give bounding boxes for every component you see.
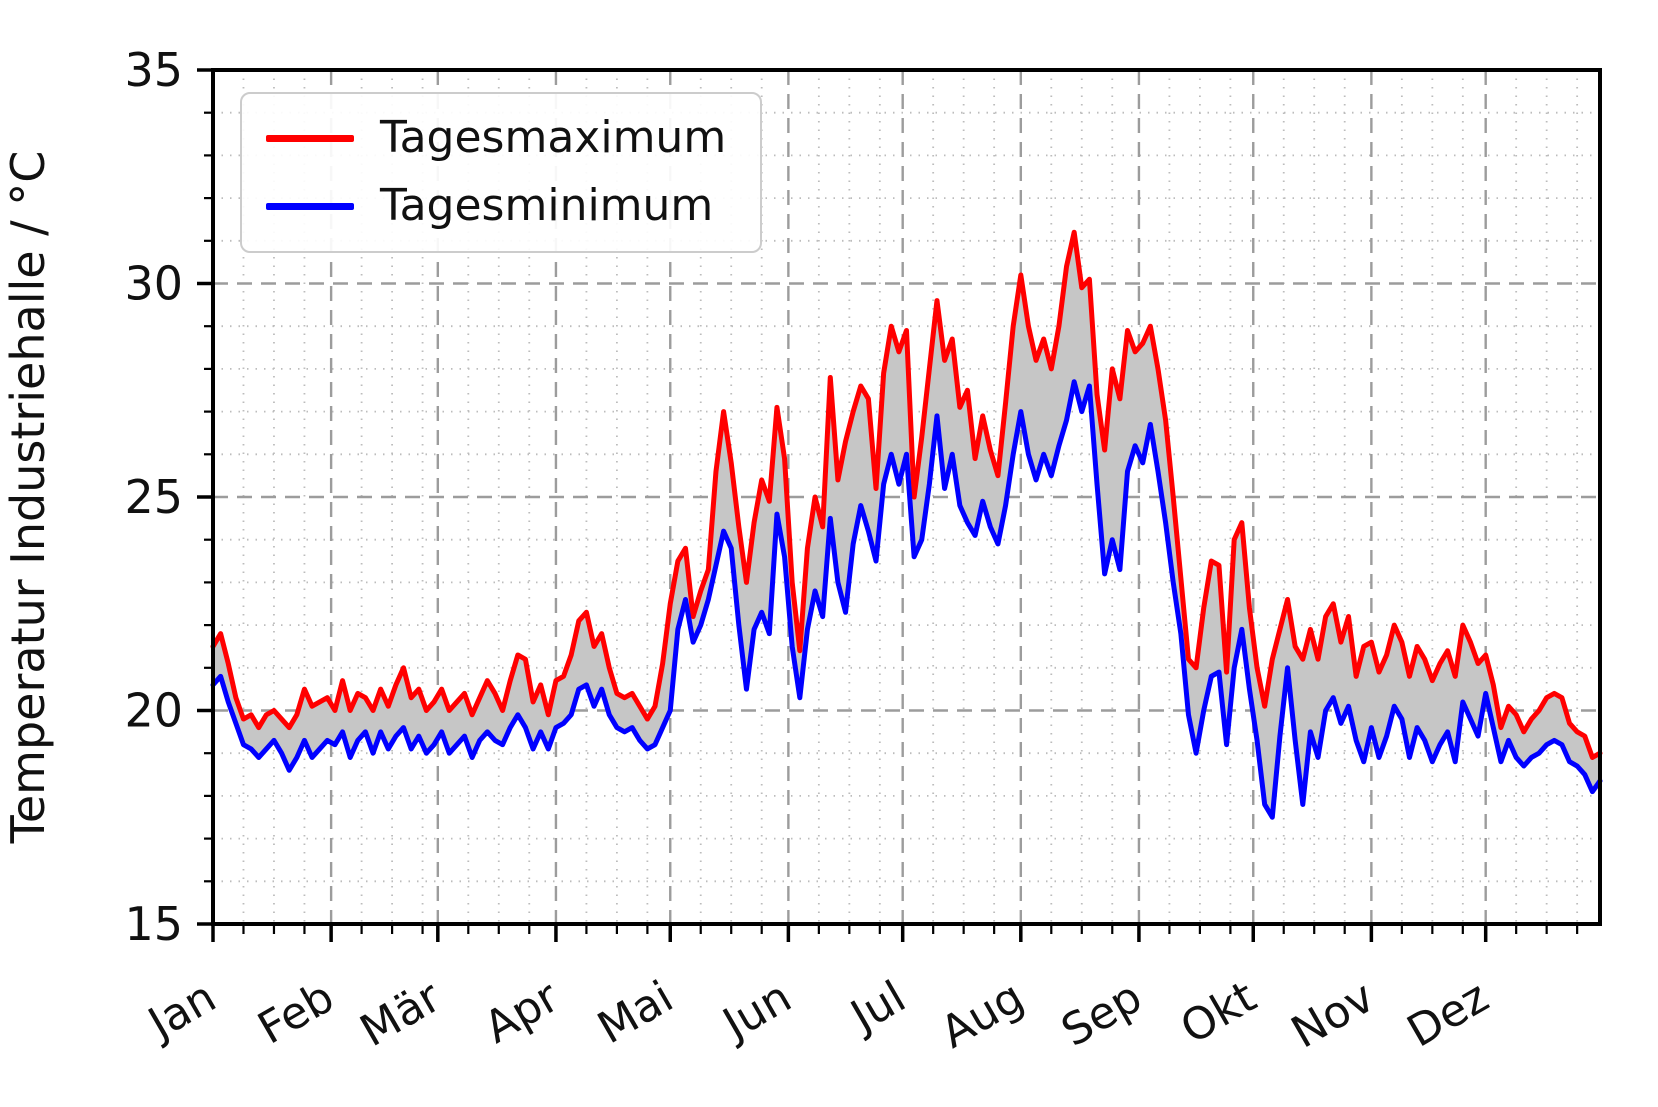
x-tick-label: Sep <box>1053 971 1150 1057</box>
y-tick-label: 30 <box>124 257 183 311</box>
series-line-tagesminimum <box>210 379 1603 820</box>
legend-item-tagesmaximum: Tagesmaximum <box>266 112 727 163</box>
legend-swatch-tagesmaximum-line <box>266 134 354 142</box>
y-tick-labels: 35 30 25 20 15 <box>124 43 183 951</box>
x-tick-label: Feb <box>250 971 343 1054</box>
axis-ticks <box>197 68 1579 942</box>
legend-item-tagesminimum: Tagesminimum <box>266 180 726 232</box>
y-tick-label: 25 <box>124 470 183 524</box>
x-tick-label: Jul <box>840 971 914 1043</box>
legend-label-tagesmaximum: Tagesmaximum <box>380 112 727 163</box>
y-tick-label: 20 <box>124 684 183 738</box>
x-tick-label: Nov <box>1283 971 1383 1058</box>
x-tick-labels: Jan Feb Mär Apr Mai Jun Jul Aug Sep Okt Nov Dez <box>138 971 1498 1059</box>
x-tick-label: Dez <box>1399 971 1497 1057</box>
x-tick-label: Jun <box>712 971 800 1051</box>
legend-label-tagesminimum: Tagesminimum <box>380 180 714 232</box>
legend-swatch-tagesminimum-line <box>266 203 354 211</box>
x-tick-label: Apr <box>476 971 568 1054</box>
y-axis-label: Temperatur Industriehalle / °C <box>1 150 55 844</box>
x-tick-label: Mai <box>589 971 681 1054</box>
fill-between-max-min <box>213 232 1600 818</box>
x-tick-label: Jan <box>138 971 225 1051</box>
legend: Tagesmaximum Tagesminimum <box>240 92 763 253</box>
x-tick-label: Aug <box>932 971 1032 1058</box>
y-tick-label: 15 <box>124 897 183 951</box>
series-line-tagesmaximum <box>210 229 1603 760</box>
x-tick-label: Mär <box>352 971 450 1057</box>
x-tick-label: Okt <box>1172 971 1265 1054</box>
y-tick-label: 35 <box>124 43 183 97</box>
